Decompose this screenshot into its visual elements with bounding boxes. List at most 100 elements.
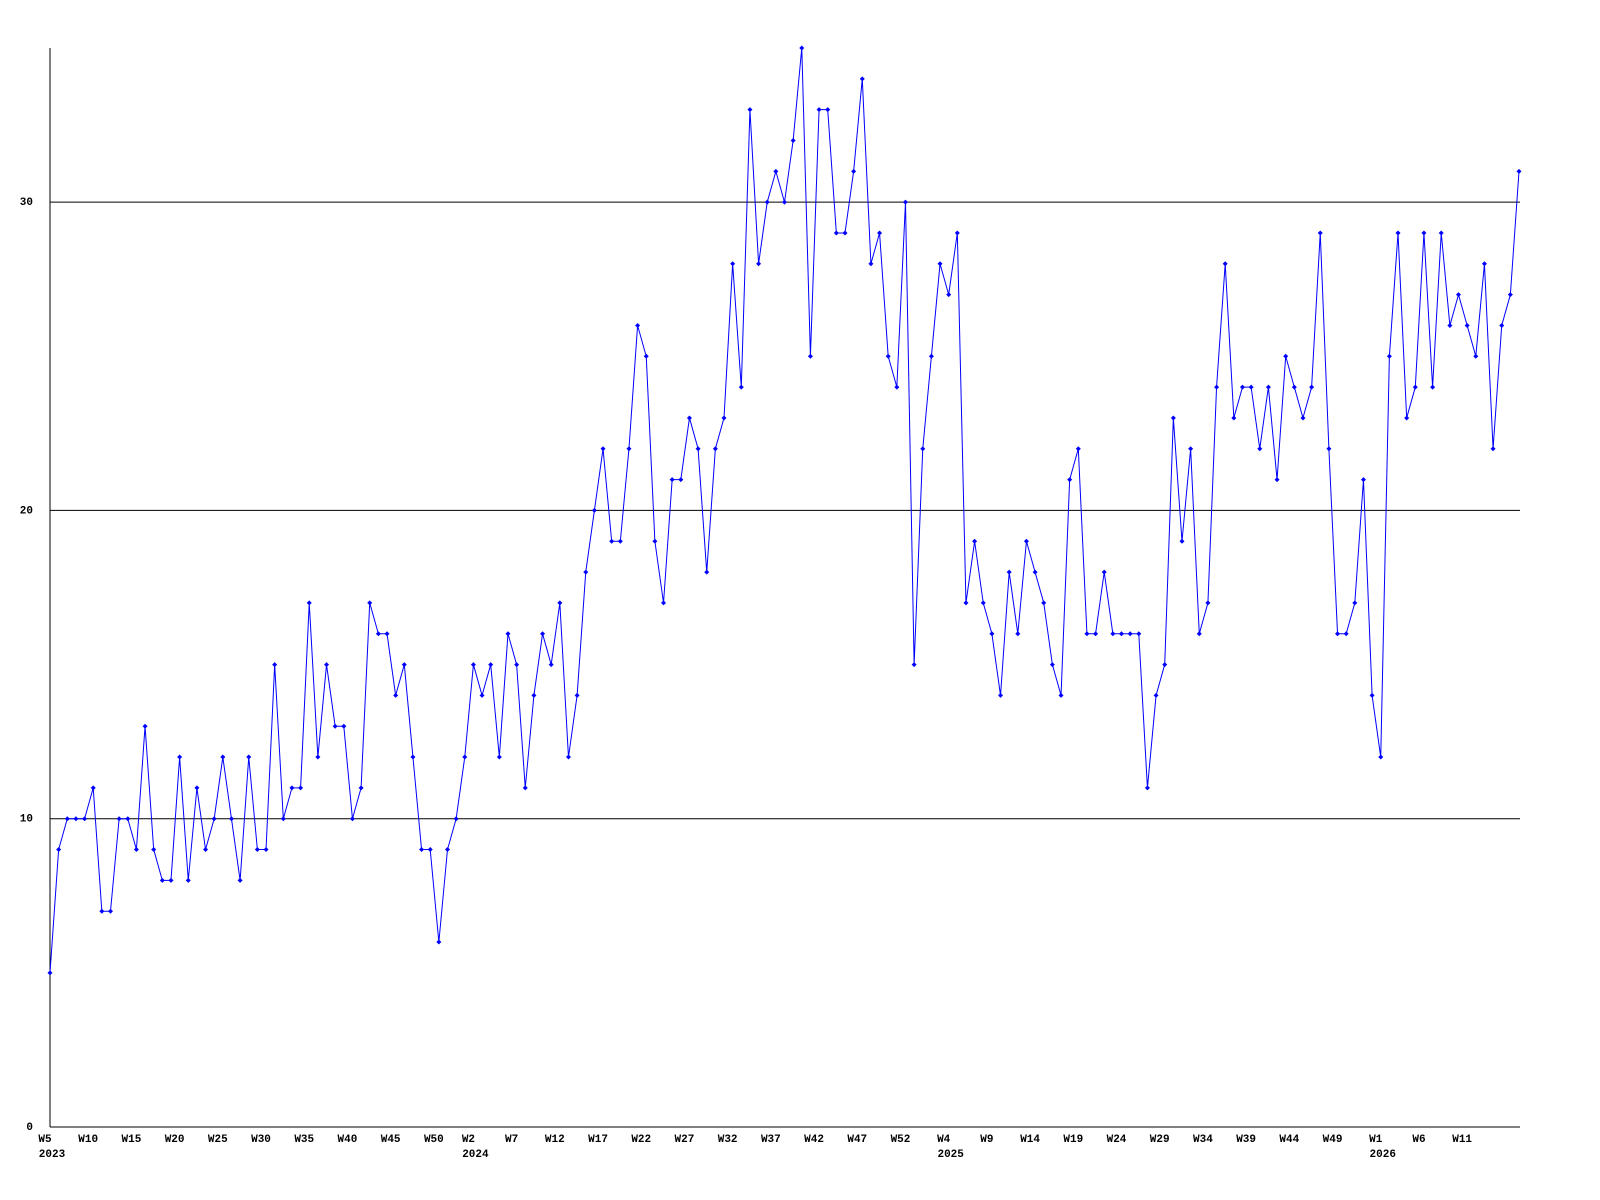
- data-point: [358, 785, 364, 791]
- x-tick-label: W20: [165, 1134, 185, 1146]
- x-tick-label: W15: [122, 1134, 142, 1146]
- data-point: [972, 538, 978, 544]
- data-point: [341, 723, 347, 729]
- data-point: [298, 785, 304, 791]
- data-point: [82, 816, 88, 822]
- data-point: [1075, 446, 1081, 452]
- data-point: [998, 692, 1004, 698]
- data-point: [116, 816, 122, 822]
- data-point: [280, 816, 286, 822]
- x-tick-label: W10: [78, 1134, 98, 1146]
- data-point: [1170, 415, 1176, 421]
- data-point: [1196, 631, 1202, 637]
- data-point: [626, 446, 632, 452]
- data-point: [609, 538, 615, 544]
- data-point: [704, 569, 710, 575]
- data-point: [1291, 384, 1297, 390]
- data-point: [203, 847, 209, 853]
- data-point: [1257, 446, 1263, 452]
- x-tick-label: W25: [208, 1134, 228, 1146]
- data-point: [635, 322, 641, 328]
- data-point: [1144, 785, 1150, 791]
- data-point: [661, 600, 667, 606]
- data-point: [600, 446, 606, 452]
- data-point: [1404, 415, 1410, 421]
- data-point: [565, 754, 571, 760]
- data-point: [807, 353, 813, 359]
- x-tick-label: W6: [1412, 1134, 1425, 1146]
- x-tick-label: W11: [1452, 1134, 1472, 1146]
- y-tick-label: 10: [20, 814, 33, 826]
- data-point: [1214, 384, 1220, 390]
- data-point: [531, 692, 537, 698]
- data-point: [410, 754, 416, 760]
- year-label: 2024: [462, 1149, 489, 1161]
- data-point: [211, 816, 217, 822]
- data-point: [721, 415, 727, 421]
- data-point: [263, 847, 269, 853]
- x-tick-label: W42: [804, 1134, 824, 1146]
- data-point: [747, 107, 753, 113]
- data-point: [868, 261, 874, 267]
- data-point: [64, 816, 70, 822]
- data-point: [228, 816, 234, 822]
- data-point: [1369, 692, 1375, 698]
- data-point: [1153, 692, 1159, 698]
- year-label: 2023: [39, 1149, 66, 1161]
- data-point: [1516, 168, 1522, 174]
- data-point: [859, 76, 865, 82]
- data-point: [1490, 446, 1496, 452]
- data-point: [695, 446, 701, 452]
- data-point: [678, 477, 684, 483]
- data-point: [980, 600, 986, 606]
- data-point: [756, 261, 762, 267]
- data-point: [790, 137, 796, 143]
- x-tick-label: W44: [1279, 1134, 1299, 1146]
- x-tick-label: W47: [847, 1134, 867, 1146]
- x-tick-label: W19: [1063, 1134, 1083, 1146]
- data-point: [1386, 353, 1392, 359]
- data-point: [73, 816, 79, 822]
- x-tick-label: W40: [338, 1134, 358, 1146]
- data-point: [885, 353, 891, 359]
- data-point: [47, 970, 53, 976]
- data-point: [1343, 631, 1349, 637]
- data-point: [1335, 631, 1341, 637]
- data-point: [1430, 384, 1436, 390]
- data-point: [730, 261, 736, 267]
- data-point: [1499, 322, 1505, 328]
- data-point: [125, 816, 131, 822]
- data-point: [1378, 754, 1384, 760]
- data-point: [954, 230, 960, 236]
- data-point: [799, 45, 805, 51]
- data-point: [920, 446, 926, 452]
- data-point: [686, 415, 692, 421]
- x-tick-label: W39: [1236, 1134, 1256, 1146]
- data-point: [194, 785, 200, 791]
- data-point: [453, 816, 459, 822]
- x-tick-label: W50: [424, 1134, 444, 1146]
- x-tick-label: W9: [980, 1134, 993, 1146]
- data-point: [877, 230, 883, 236]
- data-point: [99, 908, 105, 914]
- data-point: [548, 662, 554, 668]
- data-point: [1481, 261, 1487, 267]
- data-point: [1438, 230, 1444, 236]
- data-point: [911, 662, 917, 668]
- data-point: [349, 816, 355, 822]
- y-tick-label: 20: [20, 505, 33, 517]
- x-tick-label: W49: [1323, 1134, 1343, 1146]
- data-point: [669, 477, 675, 483]
- data-point: [825, 107, 831, 113]
- data-point: [168, 877, 174, 883]
- data-point: [375, 631, 381, 637]
- data-point: [1317, 230, 1323, 236]
- data-point: [1041, 600, 1047, 606]
- data-point: [591, 507, 597, 513]
- data-point: [946, 292, 952, 298]
- data-point: [937, 261, 943, 267]
- data-point: [617, 538, 623, 544]
- data-point: [842, 230, 848, 236]
- data-point: [1127, 631, 1133, 637]
